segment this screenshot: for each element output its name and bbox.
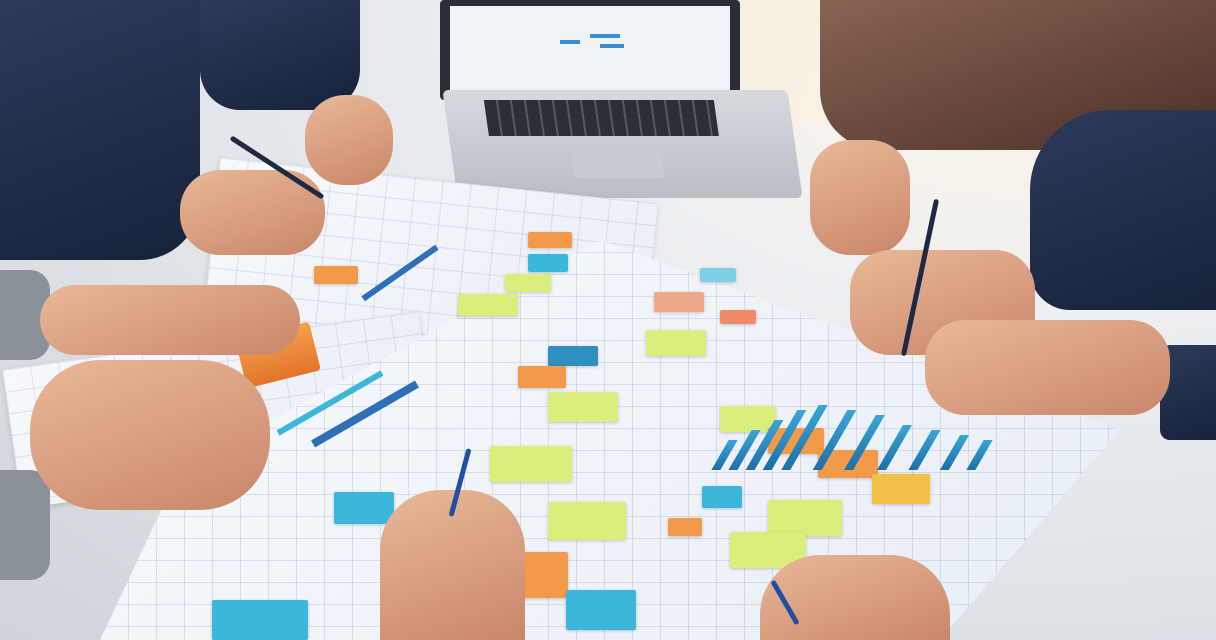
sticky-note (768, 500, 842, 536)
hand (760, 555, 950, 640)
hand (30, 360, 270, 510)
laptop-base (442, 90, 803, 198)
sticky-note (528, 254, 568, 272)
sticky-note (566, 590, 636, 630)
trackpad (570, 146, 665, 178)
sticky-note (518, 366, 566, 388)
sticky-note (548, 392, 618, 422)
sticky-note (212, 600, 308, 640)
sticky-note (548, 346, 598, 366)
hand (40, 285, 300, 355)
hand (305, 95, 393, 185)
sticky-note (334, 492, 394, 524)
hand (925, 320, 1170, 415)
sticky-note (490, 446, 572, 482)
chart-bar (877, 425, 912, 470)
sweater-sleeve-left-lower (0, 470, 50, 580)
sticky-note (528, 232, 572, 248)
sticky-note (668, 518, 702, 536)
suit-sleeve-right (1030, 110, 1216, 310)
sticky-note (702, 486, 742, 508)
keyboard (483, 100, 719, 136)
sticky-note (520, 552, 568, 598)
laptop-screen (440, 0, 740, 100)
sticky-note (654, 292, 704, 312)
hand (810, 140, 910, 255)
suit-sleeve-top-left-2 (200, 0, 360, 110)
sticky-note (720, 406, 776, 432)
sticky-note (872, 474, 930, 504)
sticky-note (720, 310, 756, 324)
sticky-note (548, 502, 626, 540)
chart-bar (908, 430, 941, 470)
sticky-note (646, 330, 706, 356)
sticky-note (458, 294, 518, 316)
chart-bar (966, 440, 993, 470)
sticky-note (314, 266, 358, 284)
chart-bar (939, 435, 970, 470)
suit-sleeve-top-left (0, 0, 200, 260)
sticky-note (700, 268, 736, 282)
chart-bar (844, 415, 885, 470)
sticky-note (505, 274, 551, 292)
laptop (440, 0, 803, 200)
